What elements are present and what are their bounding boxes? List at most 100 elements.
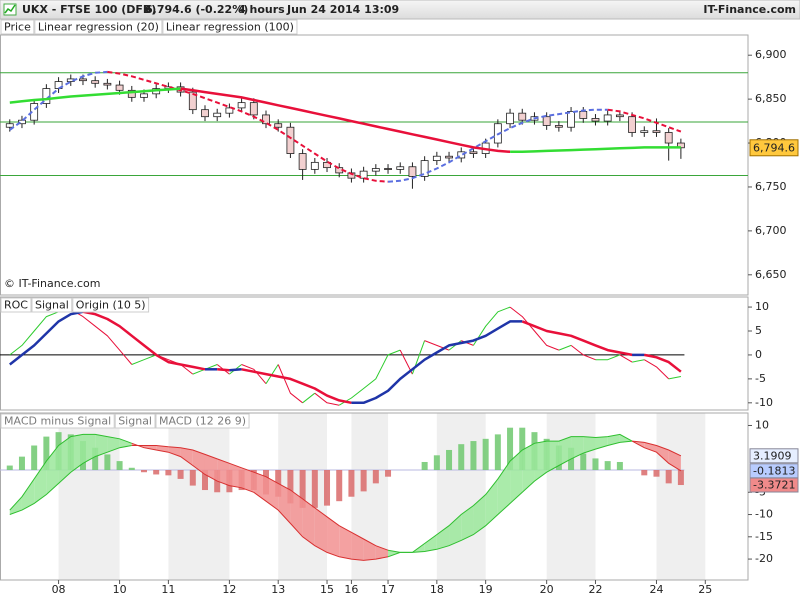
histogram-bar [470,441,477,471]
ribbon [668,449,681,471]
panel-frame [0,296,749,411]
indicator-line [570,345,596,361]
legend-item: Origin (10 5) [72,297,150,313]
candle-body [615,114,624,118]
y-tick-label: -10 [755,508,773,521]
histogram-bar [311,470,318,508]
candle-body [298,153,307,170]
histogram-bar [519,427,526,471]
histogram-bar [116,461,123,471]
histogram-bar [43,436,50,471]
macd-line [631,440,682,472]
indicator-line [351,320,523,405]
y-tick-label: 6,750 [755,180,787,193]
brand: IT-Finance.com [703,3,796,16]
ribbon [534,441,547,482]
indicator-line [9,310,84,366]
ribbon [143,445,157,450]
candle-body [188,91,197,111]
candle-body [127,89,136,98]
histogram-bar [592,458,599,471]
x-tick-label: 24 [649,583,663,596]
indicator-line [217,368,230,372]
y-tick-label: 6,650 [755,268,787,281]
legend-item: Price [0,19,35,35]
candle-body [420,160,429,177]
legend-item: MACD minus Signal [0,413,115,429]
candle-body [579,111,588,119]
histogram-bar [372,470,379,484]
regression-line [510,146,681,154]
legend-box [72,297,150,313]
histogram-bar [421,461,428,471]
value-box-label: -0.1813 [753,464,795,477]
legend-item: Signal [114,413,156,429]
candle-body [396,166,405,170]
legend-label: MACD minus Signal [4,415,111,428]
indicator-line [632,359,645,363]
y-tick-label: -10 [755,396,773,409]
indicator-line [595,354,621,361]
histogram-bar [31,445,38,471]
y-tick-label: 0 [755,348,762,361]
value-box [749,477,799,493]
y-tick-label: 6,850 [755,92,787,105]
signal-line [131,445,389,551]
histogram-bar [653,470,660,477]
legend-item: Linear regression (20) [34,19,163,35]
candle-body [506,112,514,125]
histogram-bar [153,470,160,475]
candle-body [237,102,246,109]
ribbon [119,438,132,448]
candle-body [274,123,283,128]
histogram-bar [299,470,306,508]
histogram-bar [360,470,367,492]
regression-line [387,108,608,183]
histogram-bar [140,470,147,473]
candle-body [140,93,148,98]
ribbon [107,436,120,453]
indicator-line [338,349,401,406]
x-tick-label: 08 [52,583,66,596]
signal-line [9,445,132,515]
ribbon [461,505,474,541]
candle-body [249,102,258,116]
y-tick-label: -15 [755,530,773,543]
legend-box [155,413,250,429]
histogram-bar [385,470,392,477]
ribbon [156,445,169,453]
ribbon [302,498,315,546]
candle-body [554,125,563,128]
legend-label: Origin (10 5) [76,299,146,312]
candle-body [310,161,319,170]
value-box-label: -3.3721 [753,479,795,492]
histogram-bar [6,465,13,471]
histogram-bar [507,427,514,471]
indicator-line [229,368,242,372]
x-tick-label: 13 [271,583,285,596]
ribbon [82,434,96,464]
candle-body [567,111,575,128]
ribbon [34,461,47,504]
legend-label: Price [4,21,31,34]
indicator-line [302,392,316,404]
histogram-bar [604,461,611,471]
x-tick-label: 11 [161,583,175,596]
candle-body [457,151,466,159]
y-tick-label: -5 [755,372,766,385]
ribbon [473,494,486,535]
ribbon [558,436,572,466]
candle-body [359,170,368,179]
histogram-bar [616,461,623,471]
datetime: Jun 24 2014 13:09 [286,3,399,16]
x-tick-label: 19 [479,583,493,596]
histogram-bar [446,449,453,471]
macd-line [387,433,633,558]
x-tick-label: 18 [430,583,444,596]
legend-box [0,413,115,429]
histogram-bar [641,470,648,476]
day-band [656,413,706,580]
ribbon [522,443,535,493]
value-box-label: 3.1909 [753,449,792,462]
